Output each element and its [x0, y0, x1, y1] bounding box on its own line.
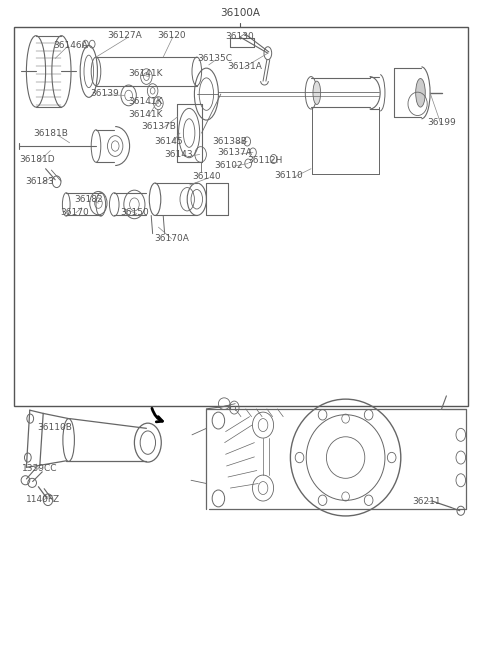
Text: 36102: 36102 [215, 161, 243, 170]
Text: 36141K: 36141K [129, 69, 163, 79]
Text: 36199: 36199 [427, 117, 456, 127]
Text: 36120: 36120 [157, 31, 186, 40]
Text: 1140FZ: 1140FZ [26, 495, 60, 504]
Text: 36141K: 36141K [129, 97, 163, 106]
Ellipse shape [313, 81, 321, 104]
Text: 36135C: 36135C [198, 54, 232, 63]
Text: 36139: 36139 [90, 89, 119, 98]
Text: 36143: 36143 [165, 150, 193, 159]
Text: 36112H: 36112H [248, 156, 283, 165]
Text: 36141K: 36141K [129, 110, 163, 119]
Text: 36182: 36182 [74, 195, 103, 204]
Text: 36127A: 36127A [108, 31, 142, 40]
Text: 36150: 36150 [120, 208, 149, 217]
Text: 36110: 36110 [275, 171, 303, 180]
Text: 36137A: 36137A [218, 148, 252, 157]
Text: 36145: 36145 [155, 137, 183, 146]
Text: 36181D: 36181D [19, 155, 55, 164]
Text: 36110B: 36110B [38, 422, 72, 432]
Text: 36131A: 36131A [228, 62, 262, 71]
Text: 36183: 36183 [25, 177, 54, 186]
Text: 36170: 36170 [60, 208, 89, 217]
Text: 36140: 36140 [192, 172, 221, 181]
Bar [14, 27, 468, 406]
Text: 36130: 36130 [226, 32, 254, 42]
Ellipse shape [416, 79, 425, 107]
Text: 36100A: 36100A [220, 8, 260, 18]
Ellipse shape [111, 141, 119, 151]
Text: 36170A: 36170A [155, 234, 189, 243]
Text: 36138B: 36138B [212, 137, 247, 146]
Text: 1339CC: 1339CC [22, 464, 57, 473]
Text: 36181B: 36181B [34, 129, 69, 138]
Text: 36211: 36211 [412, 496, 441, 506]
Text: 36137B: 36137B [141, 122, 176, 131]
Text: 36146A: 36146A [54, 41, 88, 50]
